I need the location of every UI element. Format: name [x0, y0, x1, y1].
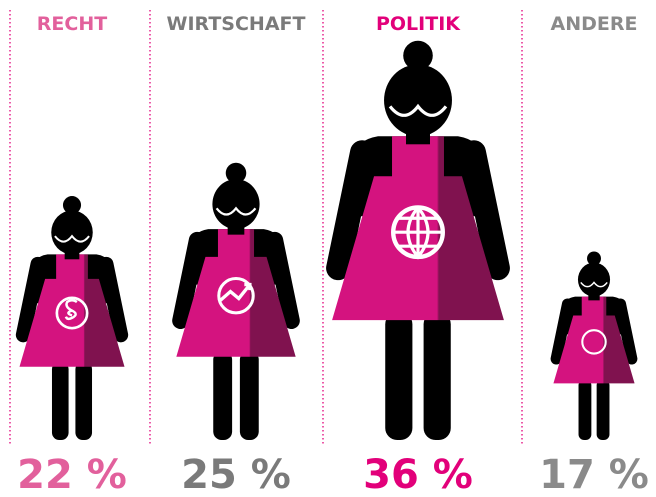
leg — [596, 379, 610, 440]
leg — [75, 361, 93, 440]
head — [212, 179, 260, 230]
icon-globe — [393, 206, 443, 260]
category-label: WIRTSCHAFT — [167, 13, 306, 35]
leg — [213, 351, 233, 440]
icon-section — [64, 298, 78, 321]
leg — [423, 312, 451, 440]
figure — [172, 162, 300, 440]
apron — [553, 296, 635, 384]
leg — [51, 361, 69, 440]
head — [384, 64, 452, 137]
value-label: 25 % — [181, 452, 291, 497]
icon-ring — [55, 296, 89, 330]
bangs — [580, 281, 608, 288]
head — [51, 210, 93, 255]
icon-ring — [581, 329, 607, 355]
value-label: 36 % — [363, 452, 473, 497]
leg — [239, 351, 259, 440]
bun — [225, 162, 247, 184]
figure — [326, 40, 510, 440]
value-label: 17 % — [539, 452, 649, 497]
icon-trend — [218, 282, 252, 303]
bun — [587, 251, 601, 266]
figure — [550, 251, 638, 440]
leg — [385, 312, 413, 440]
apron — [176, 229, 296, 357]
category-label: ANDERE — [551, 13, 638, 35]
icon-ring — [217, 276, 255, 315]
leg — [578, 379, 592, 440]
bun — [403, 40, 433, 71]
bangs — [215, 206, 257, 216]
bun — [62, 196, 82, 215]
value-label: 22 % — [17, 452, 127, 497]
head — [577, 262, 611, 297]
category-label: POLITIK — [376, 13, 461, 35]
category-label: RECHT — [37, 13, 107, 35]
bangs — [54, 234, 90, 243]
bangs — [388, 103, 448, 117]
figure — [15, 196, 129, 440]
